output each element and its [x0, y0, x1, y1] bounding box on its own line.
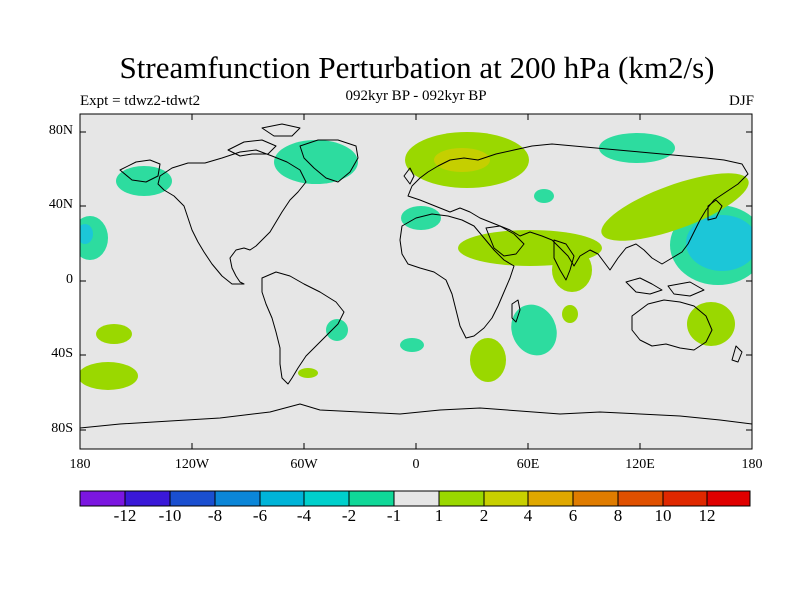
contour-fill-positive	[470, 338, 506, 382]
contour-fill-positive	[552, 248, 592, 292]
lat-label-0: 0	[66, 272, 73, 287]
lat-label-40s: 40S	[51, 346, 73, 361]
colorbar-label: 10	[654, 506, 672, 525]
axis-ticks	[80, 114, 752, 449]
lat-label-80n: 80N	[48, 123, 73, 138]
lon-label-60w: 60W	[290, 457, 318, 472]
colorbar-box	[214, 490, 261, 507]
colorbar-label: -10	[158, 506, 182, 525]
colorbar-label: 4	[523, 506, 533, 525]
contour-fill-negative	[599, 133, 675, 163]
contour-fill-negative	[400, 338, 424, 352]
contour-fill-negative	[534, 189, 554, 203]
colorbar-box	[303, 490, 350, 507]
colorbar-box	[706, 490, 751, 507]
colorbar	[79, 490, 751, 507]
colorbar-box	[124, 490, 171, 507]
contour-fill-negative	[274, 140, 358, 184]
lat-label-40n: 40N	[48, 197, 73, 212]
colorbar-label: -2	[341, 506, 357, 525]
contour-fill-negative	[116, 166, 172, 196]
lon-label-0: 0	[412, 457, 420, 472]
contour-fill-positive	[298, 368, 318, 378]
colorbar-box	[169, 490, 216, 507]
coastline-british-isles	[403, 167, 415, 185]
colorbar-box	[79, 490, 126, 507]
colorbar-label: -8	[207, 506, 223, 525]
coastline-canadian-arctic	[227, 123, 301, 157]
lon-label-120e: 120E	[625, 457, 655, 472]
colorbar-label: -1	[386, 506, 402, 525]
contour-fill-positive	[601, 173, 749, 241]
coastline-south-america	[261, 271, 345, 385]
colorbar-label: 8	[613, 506, 623, 525]
colorbar-box	[393, 490, 440, 507]
colorbar-label: 6	[568, 506, 578, 525]
contour-fill-negative	[511, 304, 557, 356]
coastline-australia	[631, 299, 713, 351]
season-label: DJF	[728, 93, 754, 109]
contour-fill-negative	[80, 224, 93, 244]
colorbar-label: 1	[434, 506, 444, 525]
colorbar-box	[617, 490, 664, 507]
coastline-north-america	[157, 149, 307, 285]
lon-label-60e: 60E	[516, 457, 540, 472]
colorbar-box	[662, 490, 708, 507]
colorbar-box	[259, 490, 305, 507]
plot-title: Streamfunction Perturbation at 200 hPa (…	[119, 50, 715, 85]
coastline-maritime-continent	[625, 277, 705, 297]
colorbar-box	[483, 490, 529, 507]
lon-label-180w: 180	[69, 457, 91, 472]
contour-fill-positive	[96, 324, 132, 344]
contour-fill-positive	[687, 302, 735, 346]
contour-fill-positive	[434, 148, 490, 172]
coastlines	[80, 123, 752, 429]
coastline-japan	[707, 199, 723, 221]
contour-fill-positive	[80, 362, 138, 390]
coastline-new-zealand	[731, 345, 743, 363]
experiment-label: Expt = tdwz2-tdwt2	[80, 93, 201, 109]
coastline-antarctica	[80, 403, 752, 429]
contour-fill-negative	[686, 215, 752, 271]
lon-label-180e: 180	[741, 457, 763, 472]
colorbar-box	[348, 490, 395, 507]
colorbar-box	[572, 490, 619, 507]
colorbar-label: -12	[113, 506, 137, 525]
colorbar-label: -4	[296, 506, 312, 525]
colorbar-box	[438, 490, 485, 507]
plot-subtitle: 092kyr BP - 092kyr BP	[345, 88, 487, 104]
colorbar-label: 2	[479, 506, 489, 525]
coastline-greenland	[299, 139, 359, 183]
contour-fill-negative	[401, 206, 441, 230]
coastline-africa	[399, 213, 515, 339]
coastline-europe-asia	[407, 143, 749, 271]
colorbar-box	[527, 490, 574, 507]
coastline-madagascar	[511, 299, 521, 323]
colorbar-label: -6	[252, 506, 268, 525]
coastline-india	[553, 239, 575, 281]
contour-fill-positive	[562, 305, 578, 323]
contour-fill-negative	[326, 319, 348, 341]
coastline-arabia	[485, 225, 525, 257]
lat-label-80s: 80S	[51, 421, 73, 436]
lon-label-120w: 120W	[174, 457, 210, 472]
coastline-alaska	[119, 159, 161, 183]
colorbar-label: 12	[698, 506, 716, 525]
